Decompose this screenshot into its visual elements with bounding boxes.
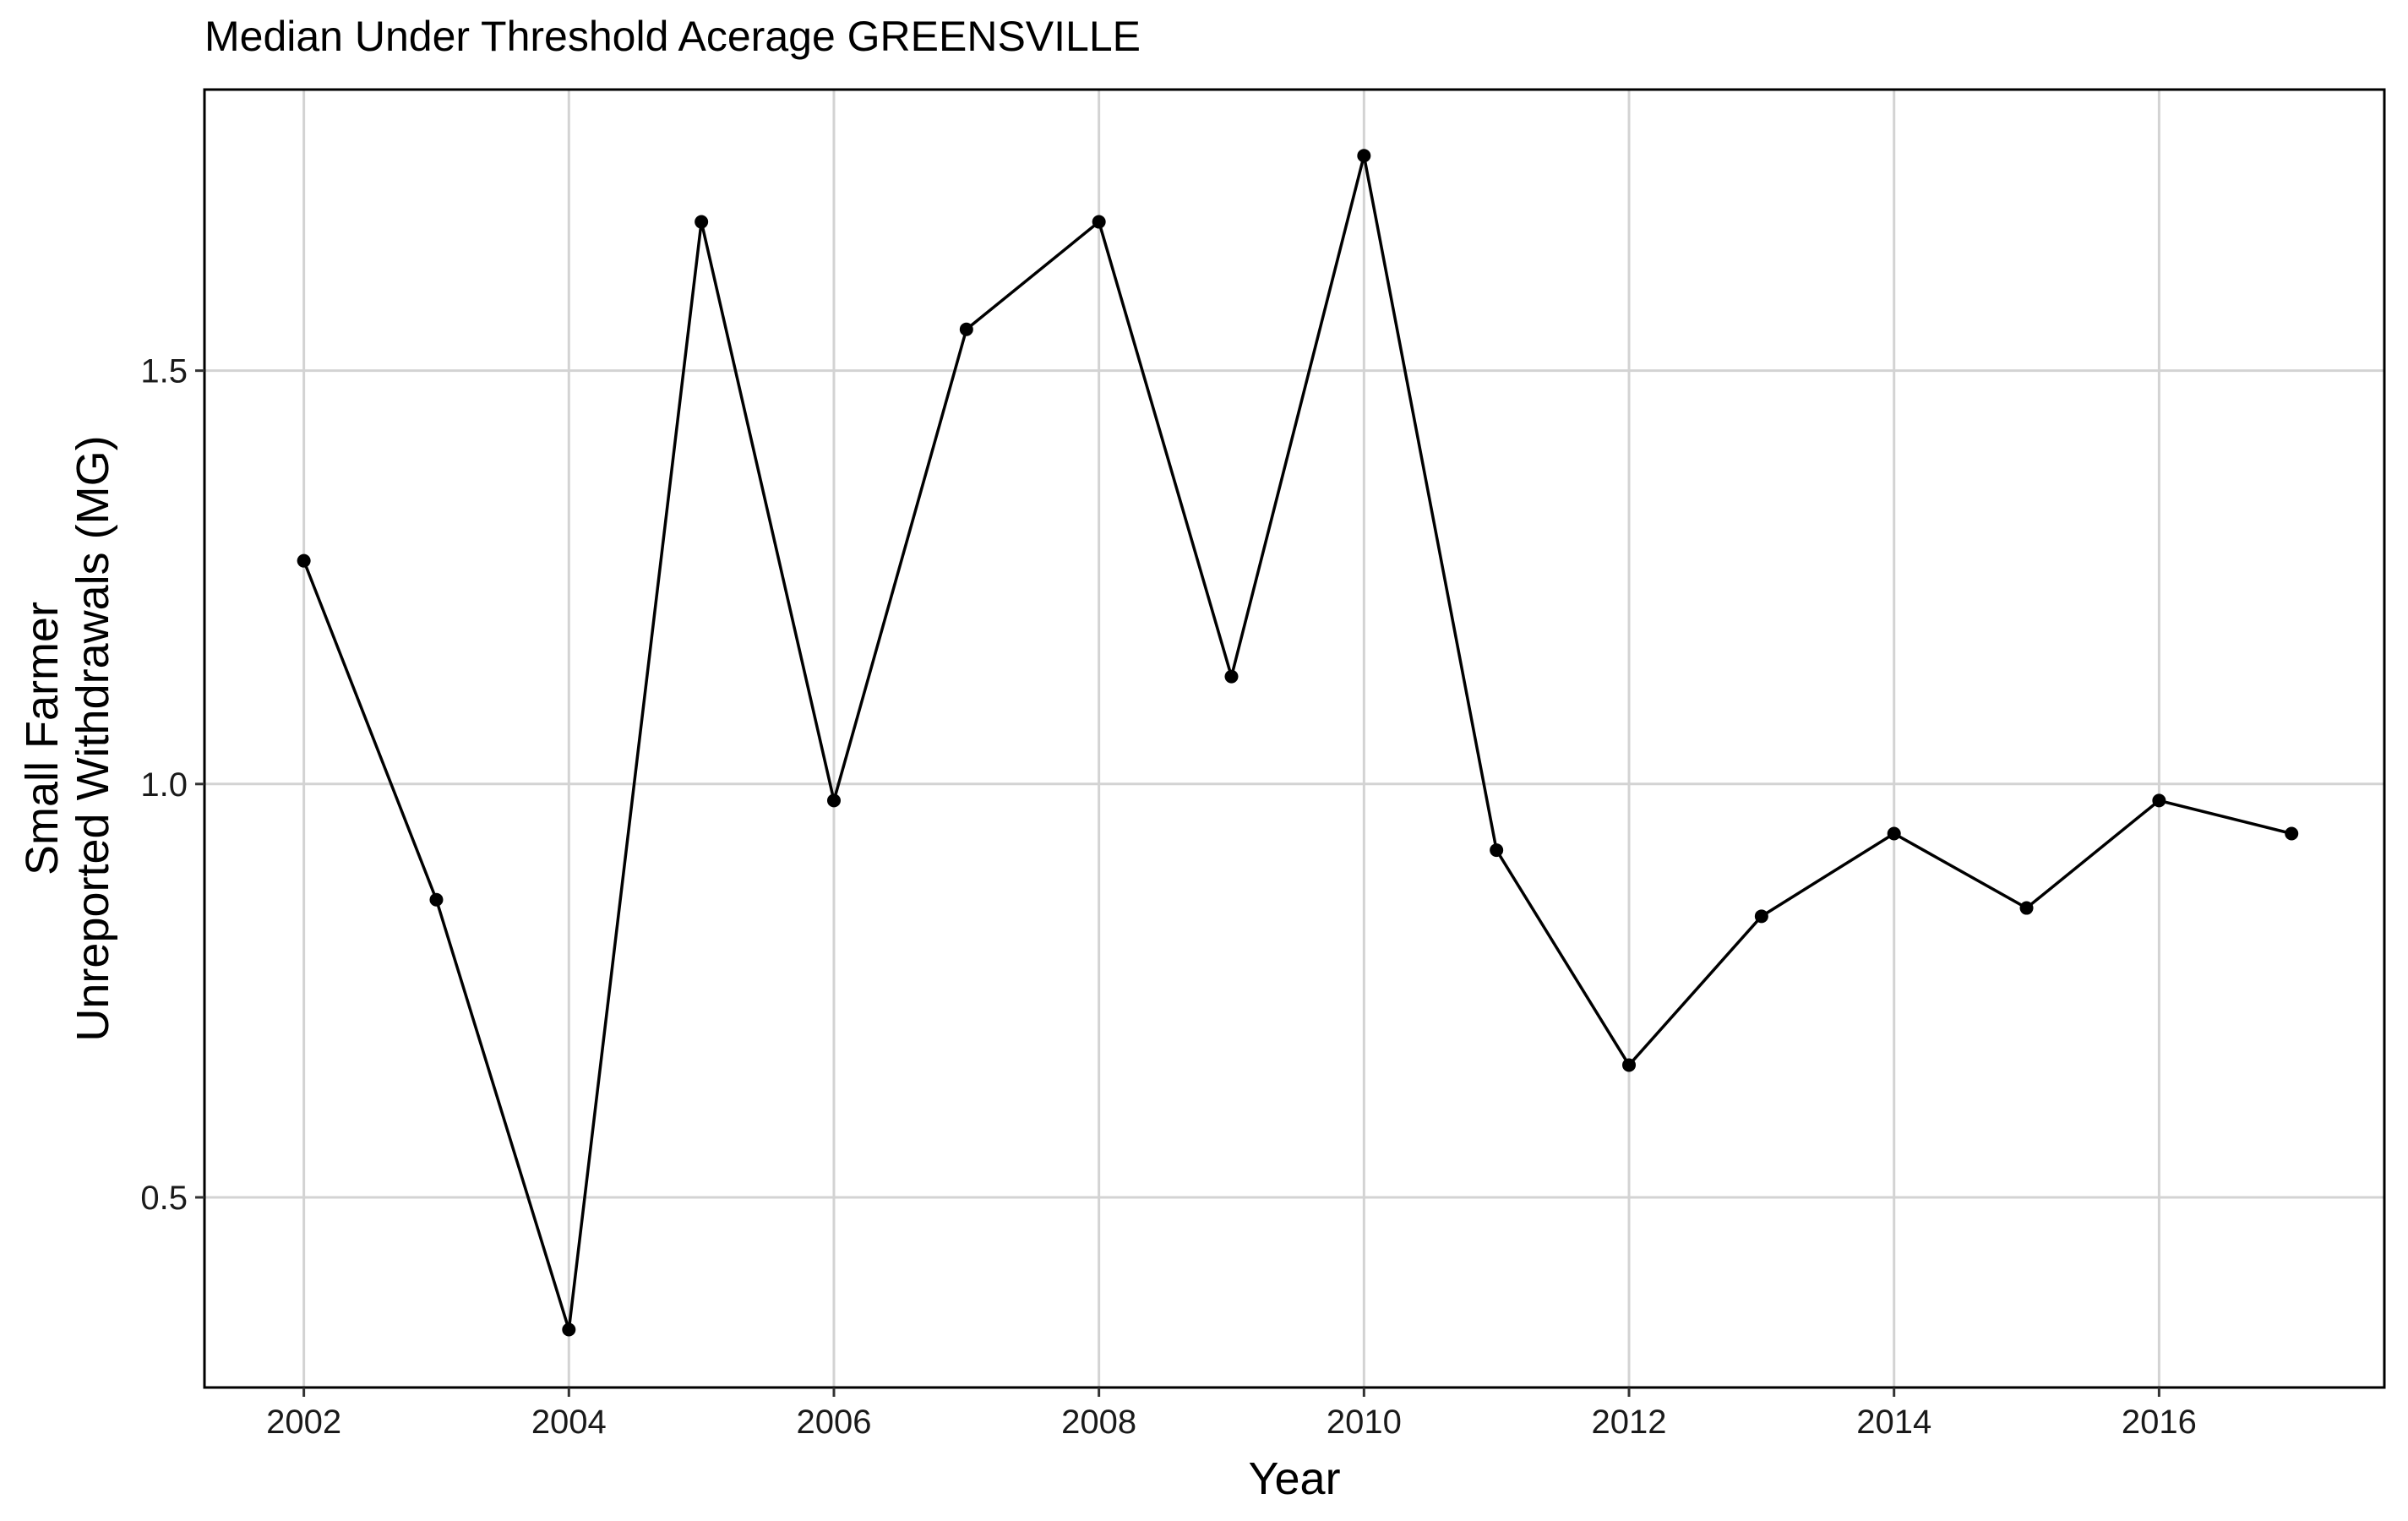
y-tick-label: 1.0 xyxy=(140,766,188,804)
x-tick-label: 2010 xyxy=(1327,1404,1402,1441)
data-point xyxy=(562,1322,576,1337)
data-point xyxy=(1490,843,1504,858)
y-axis-title-line-1: Small Farmer xyxy=(17,602,68,875)
x-axis-ticks: 2002 2004 2006 2008 2010 2012 2014 2016 xyxy=(266,1387,2197,1441)
x-tick-label: 2006 xyxy=(796,1404,871,1441)
y-axis-title-line-2: Unreported Withdrawals (MG) xyxy=(68,435,118,1041)
y-gridlines xyxy=(204,369,2384,1199)
data-point xyxy=(429,892,444,907)
data-point xyxy=(1357,149,1371,163)
y-axis-title: Small Farmer Unreported Withdrawals (MG) xyxy=(17,435,118,1041)
data-point xyxy=(826,793,841,808)
chart-title: Median Under Threshold Acerage GREENSVIL… xyxy=(204,13,1141,60)
y-tick-label: 0.5 xyxy=(140,1180,188,1217)
data-point xyxy=(1224,669,1239,684)
x-tick-label: 2004 xyxy=(531,1404,607,1441)
x-tick-label: 2002 xyxy=(266,1404,341,1441)
data-point xyxy=(1622,1058,1637,1072)
data-point xyxy=(1092,215,1106,229)
x-tick-label: 2016 xyxy=(2122,1404,2197,1441)
x-tick-label: 2014 xyxy=(1856,1404,1931,1441)
data-point xyxy=(1887,826,1901,841)
series-group xyxy=(297,149,2299,1337)
y-axis-ticks: 0.5 1.0 1.5 xyxy=(140,353,204,1217)
data-point xyxy=(297,553,311,568)
data-point xyxy=(2152,793,2166,808)
data-point xyxy=(959,322,973,336)
x-tick-label: 2012 xyxy=(1592,1404,1667,1441)
data-point xyxy=(1754,909,1768,924)
data-point xyxy=(2019,901,2034,915)
x-axis-title: Year xyxy=(1248,1453,1340,1504)
y-tick-label: 1.5 xyxy=(140,353,188,390)
x-gridlines xyxy=(302,90,2160,1387)
data-point xyxy=(695,215,709,229)
plot-panel-border xyxy=(203,88,2386,1389)
data-point xyxy=(2285,826,2299,841)
x-tick-label: 2008 xyxy=(1061,1404,1136,1441)
series-line xyxy=(302,155,2292,1331)
